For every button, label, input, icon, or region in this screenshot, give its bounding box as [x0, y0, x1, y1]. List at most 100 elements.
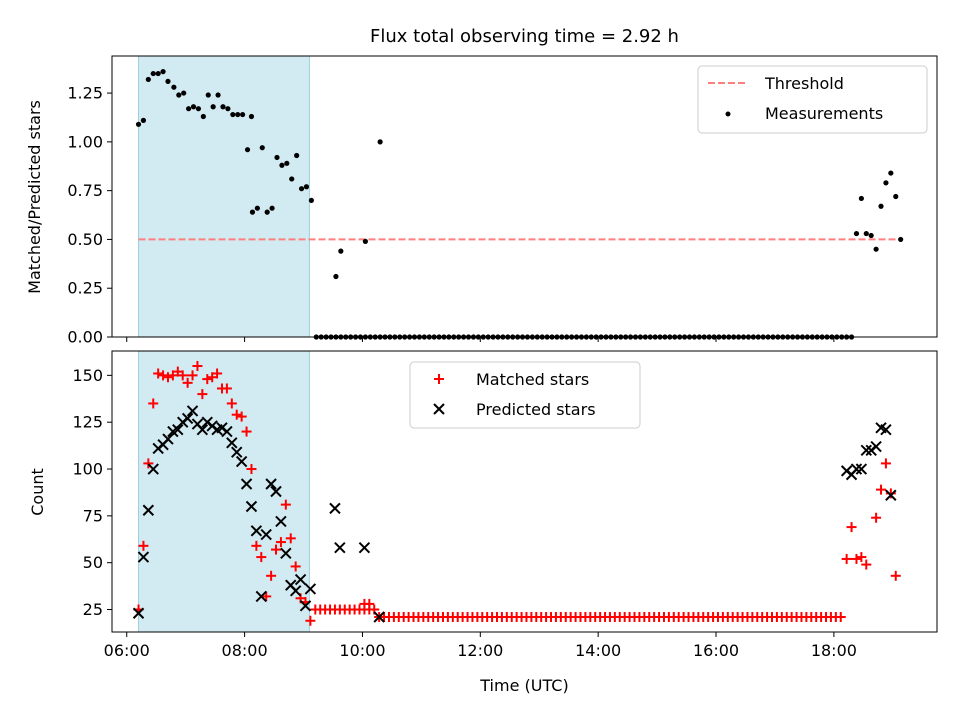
predicted-legend-swatch [433, 403, 445, 415]
matched-star-point [266, 570, 277, 581]
x-stroke [226, 437, 238, 449]
measurement-point [225, 106, 231, 112]
matched-star-point [162, 372, 173, 383]
x-stroke [860, 444, 872, 456]
measurement-point [195, 106, 202, 112]
measurement-point [155, 70, 161, 77]
bottom-panel: Count Time (UTC) 25 50 75 100 125 150 06:00 08… [28, 350, 938, 695]
matched-star-point [835, 612, 846, 623]
measurement-point [150, 70, 156, 77]
matched-star-point [212, 368, 223, 379]
predicted-star-point [245, 500, 258, 513]
predicted-star-point [880, 423, 892, 436]
predicted-star-point [255, 590, 267, 603]
measurement-point [898, 236, 904, 243]
matched-star-point [202, 374, 213, 385]
predicted-star-point [265, 478, 277, 490]
bottom-highlight-span [138, 350, 310, 633]
measurement-point [878, 203, 884, 209]
x-stroke [250, 525, 263, 537]
matched-star-point [182, 377, 193, 388]
measurement-point [160, 69, 166, 75]
measurement-point [868, 232, 874, 239]
x-stroke [255, 590, 267, 603]
measurement-point [338, 248, 344, 254]
matched-star-point [256, 552, 267, 563]
matched-star-point [226, 398, 237, 409]
x-stroke [850, 463, 863, 475]
measurement-point [274, 154, 280, 161]
measurement-point [171, 84, 177, 90]
measurement-point [230, 111, 236, 118]
y-tick-label: 1.25 [67, 84, 103, 103]
matched-star-point [187, 370, 198, 381]
measurement-point [873, 246, 879, 252]
bottom-data-marks [132, 360, 901, 626]
x-stroke [235, 455, 248, 468]
x-stroke [142, 504, 155, 516]
top-y-ticks: 0.00 0.25 0.50 0.75 1.00 1.25 [67, 84, 112, 347]
x-stroke [294, 573, 307, 586]
predicted-legend-label: Predicted stars [476, 400, 596, 419]
predicted-star-point [196, 423, 209, 436]
matched-star-point [890, 570, 901, 581]
predicted-star-point [334, 541, 346, 554]
matched-star-point [236, 411, 247, 422]
top-y-axis-label: Matched/Predicted stars [25, 100, 44, 294]
x-stroke [885, 489, 897, 501]
x-stroke [280, 547, 292, 560]
predicted-star-point [289, 585, 302, 597]
bottom-y-axis-label: Count [28, 468, 47, 516]
matched-star-point [876, 484, 887, 495]
matched-star-point [246, 464, 257, 475]
measurement-point [333, 273, 339, 280]
matched-star-point [271, 544, 282, 555]
bottom-legend-box [409, 361, 641, 429]
measurement-point [140, 117, 147, 123]
measurement-point [294, 152, 300, 159]
x-stroke [191, 418, 204, 430]
measurement-point [145, 76, 151, 83]
predicted-star-point [186, 405, 199, 417]
matched-star-point [261, 591, 272, 602]
x-stroke [231, 446, 243, 458]
predicted-star-point [132, 607, 145, 619]
x-stroke [299, 600, 312, 612]
x-stroke [265, 478, 277, 490]
measurement-point [165, 78, 171, 84]
measurements-legend-swatch [725, 111, 731, 117]
measurement-point [888, 170, 894, 176]
y-tick-label: 0.50 [67, 230, 103, 249]
x-stroke [147, 463, 159, 475]
matched-star-point [846, 522, 857, 533]
matched-star-point [880, 458, 891, 469]
matched-legend-label: Matched stars [476, 370, 589, 389]
x-stroke [162, 433, 174, 445]
x-stroke [137, 551, 150, 563]
x-tick-label: 18:00 [811, 641, 857, 660]
x-tick-label: 16:00 [693, 641, 739, 660]
measurement-point [858, 195, 864, 202]
matched-star-point [251, 540, 262, 551]
measurement-point [883, 180, 889, 186]
measurement-point [853, 230, 860, 237]
y-tick-label: 0.25 [67, 279, 103, 298]
predicted-star-point [235, 455, 248, 468]
bottom-y-ticks: 25 50 75 100 125 150 [72, 366, 112, 619]
matched-star-point [885, 488, 896, 499]
predicted-star-point [172, 423, 184, 436]
measurement-point [863, 230, 869, 237]
matched-star-point [148, 398, 159, 409]
x-stroke [275, 515, 287, 528]
y-tick-label: 75 [83, 506, 103, 525]
bottom-legend: Matched stars Predicted stars [409, 361, 641, 429]
measurement-point [303, 184, 310, 190]
measurement-point [235, 111, 241, 118]
threshold-legend-label: Threshold [764, 74, 844, 93]
measurements-legend-label: Measurements [765, 104, 883, 123]
matched-star-point [197, 389, 208, 400]
predicted-star-point [299, 600, 312, 612]
y-tick-label: 50 [83, 553, 103, 572]
matched-star-point [364, 598, 375, 609]
measurement-point [298, 186, 305, 192]
